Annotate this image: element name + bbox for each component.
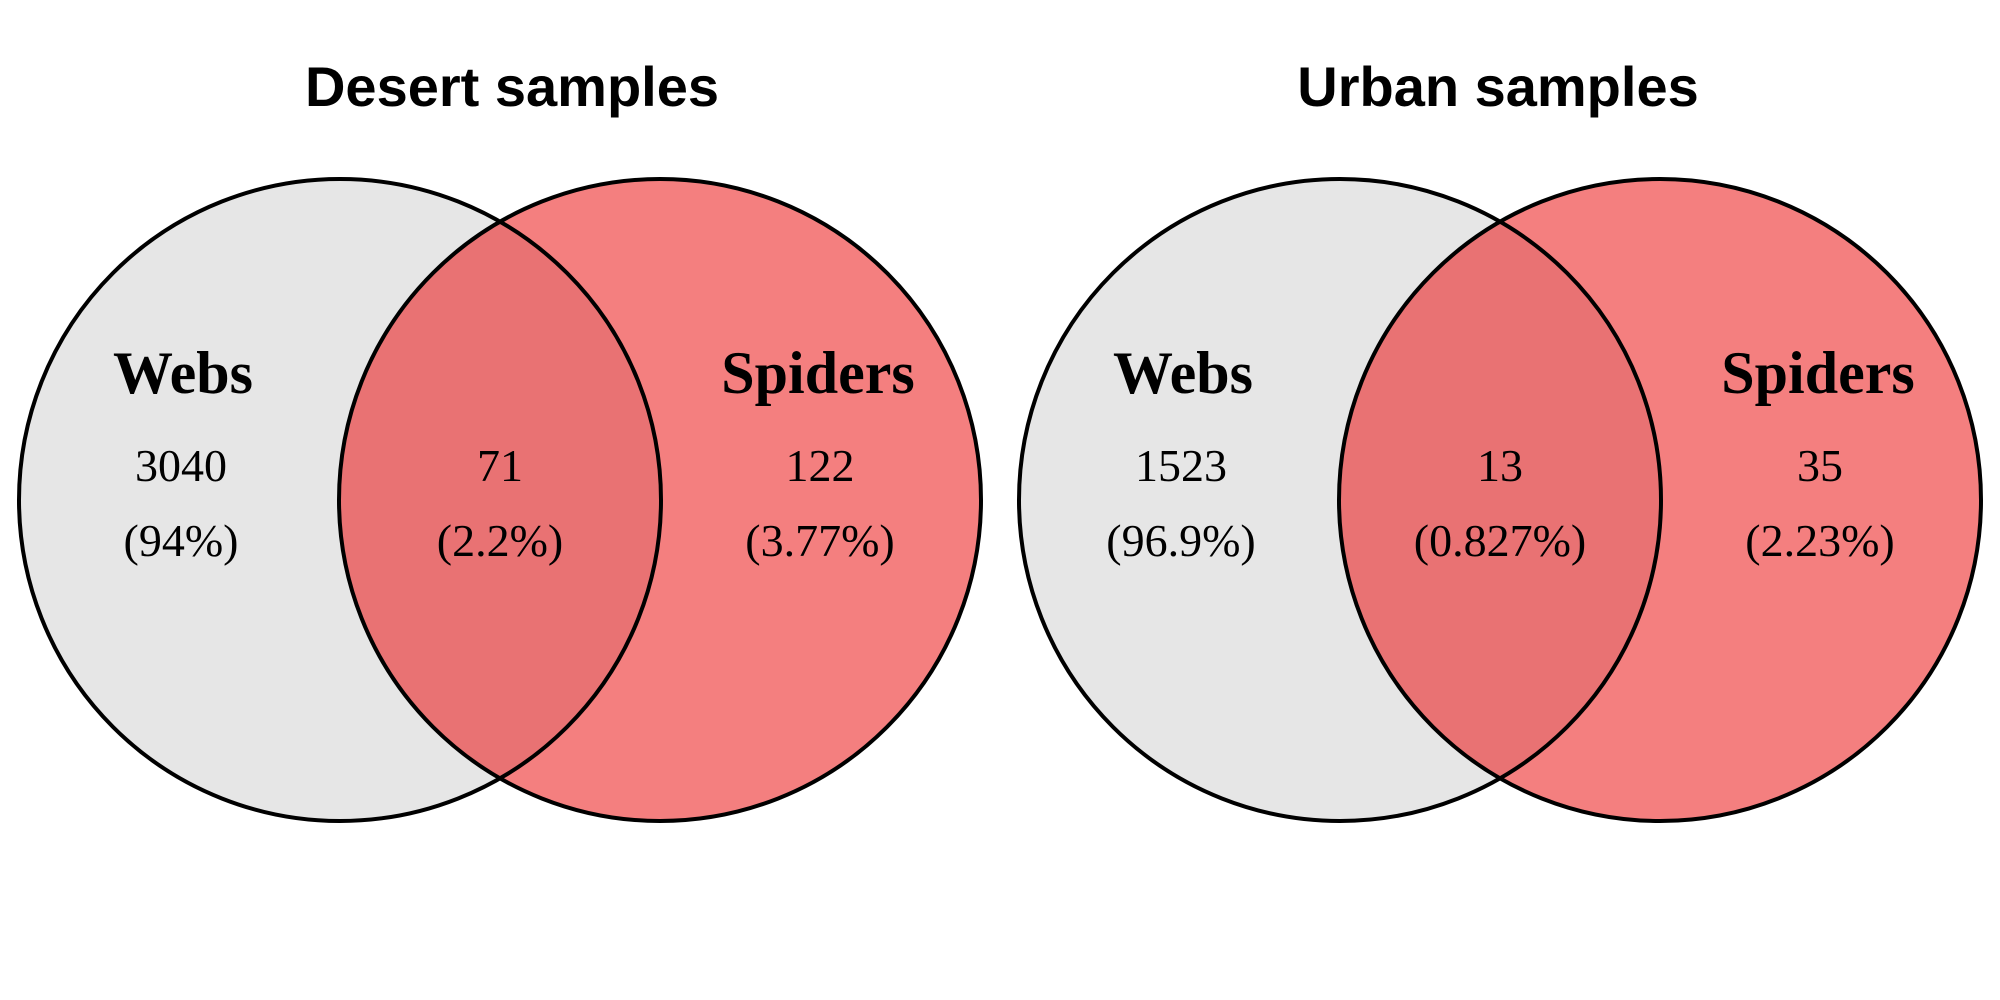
count-spiders-only-desert: 122 [786,440,855,491]
panel-title-urban: Urban samples [1297,55,1699,118]
count-overlap-urban: 13 [1477,440,1523,491]
percent-overlap-urban: (0.827%) [1414,515,1586,566]
set-label-spiders-urban: Spiders [1721,340,1914,406]
count-webs-only-desert: 3040 [135,440,227,491]
venn-panel-urban: Urban samples Webs Spiders 1523 (96.9%) … [1017,55,1983,823]
percent-spiders-only-urban: (2.23%) [1745,515,1894,566]
percent-overlap-desert: (2.2%) [437,515,563,566]
webs-outline-urban [1017,177,1663,823]
percent-webs-only-desert: (94%) [124,515,239,566]
venn-panel-desert: Desert samples Webs Spiders 3040 (94%) 7… [17,55,983,823]
count-webs-only-urban: 1523 [1135,440,1227,491]
spiders-outline-urban [1337,177,1983,823]
set-label-spiders-desert: Spiders [721,340,914,406]
set-label-webs-desert: Webs [113,340,253,406]
set-label-webs-urban: Webs [1113,340,1253,406]
count-overlap-desert: 71 [477,440,523,491]
percent-spiders-only-desert: (3.77%) [745,515,894,566]
panel-title-desert: Desert samples [305,55,719,118]
spiders-outline-desert [337,177,983,823]
webs-outline-desert [17,177,663,823]
count-spiders-only-urban: 35 [1797,440,1843,491]
percent-webs-only-urban: (96.9%) [1106,515,1255,566]
